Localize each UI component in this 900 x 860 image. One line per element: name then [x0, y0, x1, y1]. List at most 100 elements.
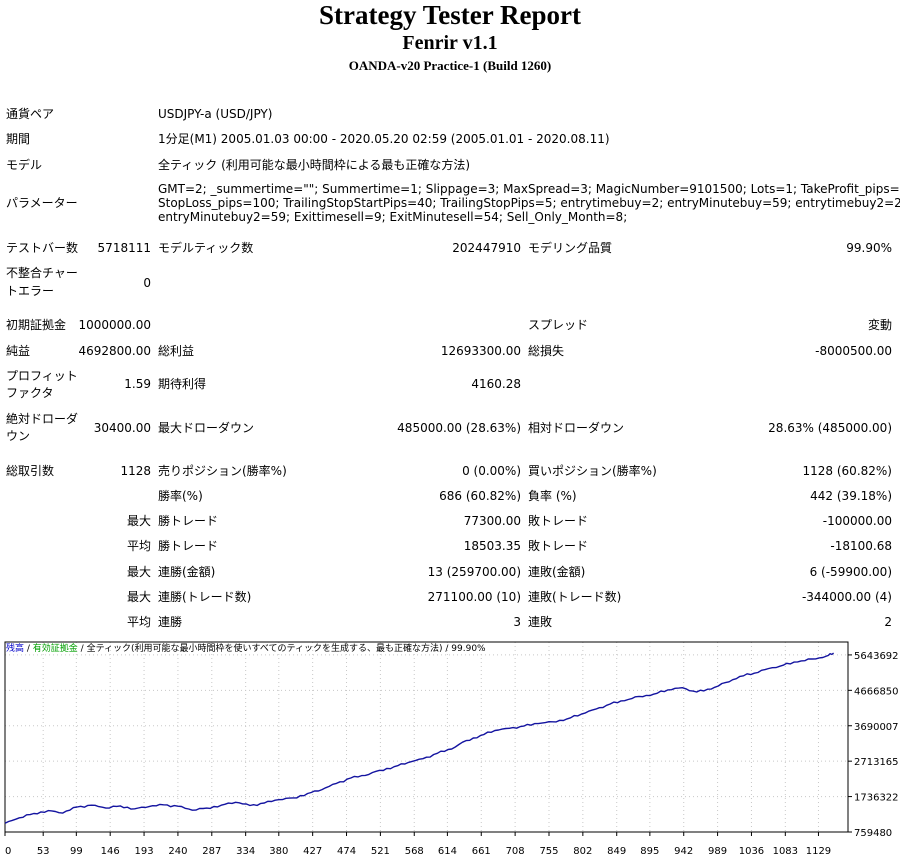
loss-rate-value: 442 (39.18%) [810, 489, 892, 503]
bars-value: 5718111 [97, 241, 151, 255]
quality-label: モデリング品質 [528, 241, 613, 255]
symbol-label: 通貨ペア [6, 107, 55, 121]
deposit-label: 初期証拠金 [6, 318, 67, 332]
profit-factor-label-1: プロフィット [6, 369, 78, 383]
max-cons-count-prefix: 最大 [126, 590, 151, 604]
max-cons-losses-value: 6 (-59900.00) [809, 565, 892, 579]
report-title: Strategy Tester Report [319, 0, 581, 30]
largest-win-label: 勝トレード [158, 514, 219, 528]
x-tick-label: 755 [539, 846, 558, 857]
long-positions-label: 買いポジション(勝率%) [528, 464, 657, 478]
avg-cons-wins-value: 3 [513, 615, 521, 629]
max-cons-wins-label: 連勝(金額) [158, 565, 216, 579]
profit-factor-label-2: ファクタ [6, 386, 54, 400]
params-line-1: GMT=2; _summertime=""; Summertime=1; Sli… [158, 182, 900, 196]
x-tick-label: 99 [70, 846, 83, 857]
largest-prefix: 最大 [126, 514, 151, 528]
max-cons-losses-label: 連敗(金額) [528, 565, 586, 579]
x-tick-label: 1036 [739, 846, 764, 857]
x-tick-label: 989 [708, 846, 727, 857]
max-cons-profit-value: 271100.00 (10) [427, 590, 521, 604]
short-positions-value: 0 (0.00%) [462, 464, 521, 478]
max-cons-profit-label: 連勝(トレード数) [158, 590, 252, 604]
x-tick-label: 146 [101, 846, 120, 857]
loss-rate-label: 負率 (%) [528, 489, 577, 503]
avg-win-value: 18503.35 [463, 539, 521, 553]
gross-profit-label: 総利益 [158, 344, 195, 358]
avg-cons-prefix: 平均 [126, 615, 151, 629]
max-cons-loss-value: -344000.00 (4) [801, 590, 892, 604]
balance-series-line [4, 652, 835, 824]
profit-factor-value: 1.59 [124, 377, 151, 391]
x-tick-label: 895 [640, 846, 659, 857]
abs-drawdown-label-2: ウン [6, 429, 31, 443]
legend-separator: / [24, 644, 33, 654]
rel-drawdown-label: 相対ドローダウン [528, 421, 625, 435]
chart-legend: 残高 / 有効証拠金 / 全ティック(利用可能な最小時間枠を使いすべてのティック… [6, 644, 486, 655]
params-line-2: StopLoss_pips=100; TrailingStopStartPips… [158, 196, 900, 210]
x-tick-label: 614 [438, 846, 457, 857]
plot-frame [4, 641, 849, 833]
x-tick-label: 193 [135, 846, 154, 857]
max-cons-loss-label: 連敗(トレード数) [528, 590, 622, 604]
ticks-label: モデルティック数 [158, 241, 254, 255]
deposit-value: 1000000.00 [78, 318, 151, 332]
largest-win-value: 77300.00 [463, 514, 521, 528]
spread-value: 変動 [867, 318, 892, 332]
model-value: 全ティック (利用可能な最小時間枠による最も正確な方法) [158, 158, 471, 172]
period-label: 期間 [6, 132, 31, 146]
net-profit-label: 純益 [6, 344, 31, 358]
y-tick-label: 759480 [854, 828, 892, 839]
x-tick-label: 334 [236, 846, 255, 857]
largest-loss-value: -100000.00 [822, 514, 892, 528]
legend-model: 全ティック(利用可能な最小時間枠を使いすべてのティックを生成する、最も正確な方法… [86, 644, 443, 654]
ea-name: Fenrir v1.1 [402, 32, 498, 54]
legend-quality: 99.90% [451, 644, 486, 654]
max-cons-prefix: 最大 [126, 565, 151, 579]
abs-drawdown-value: 30400.00 [93, 421, 151, 435]
total-trades-value: 1128 [120, 464, 151, 478]
x-tick-label: 1129 [806, 846, 831, 857]
x-tick-label: 849 [607, 846, 626, 857]
y-tick-label: 5643692 [854, 651, 898, 662]
x-tick-label: 53 [37, 846, 50, 857]
largest-loss-label: 敗トレード [528, 514, 589, 528]
avg-win-label: 勝トレード [158, 539, 219, 553]
y-tick-label: 3690007 [854, 722, 898, 733]
max-drawdown-value: 485000.00 (28.63%) [397, 421, 521, 435]
legend-equity: 有効証拠金 [32, 644, 78, 654]
total-trades-label: 総取引数 [6, 464, 55, 478]
x-tick-label: 661 [472, 846, 491, 857]
mismatch-label-1: 不整合チャー [6, 266, 78, 280]
y-tick-label: 1736322 [854, 793, 898, 804]
expected-payoff-label: 期待利得 [158, 377, 207, 391]
win-rate-value: 686 (60.82%) [439, 489, 521, 503]
average-prefix: 平均 [126, 539, 151, 553]
x-tick-label: 942 [674, 846, 693, 857]
long-positions-value: 1128 (60.82%) [802, 464, 892, 478]
balance-chart: 0 53 99 146 193 240 287 334 380 427 474 521 568 614 66… [4, 641, 898, 857]
x-tick-label: 474 [337, 846, 356, 857]
server-info: OANDA-v20 Practice-1 (Build 1260) [348, 58, 552, 73]
x-tick-label: 240 [168, 846, 187, 857]
max-cons-wins-value: 13 (259700.00) [427, 565, 521, 579]
model-label: モデル [6, 158, 43, 172]
avg-cons-losses-label: 連敗 [528, 615, 553, 629]
bars-label: テストバー数 [6, 241, 79, 255]
ticks-value: 202447910 [452, 241, 521, 255]
x-tick-label: 287 [202, 846, 221, 857]
avg-loss-value: -18100.68 [830, 539, 892, 553]
x-tick-label: 802 [573, 846, 592, 857]
mismatch-label-2: トエラー [6, 284, 55, 298]
params-line-3: entryMinutebuy2=59; Exittimesell=9; Exit… [158, 210, 628, 224]
period-value: 1分足(M1) 2005.01.03 00:00 - 2020.05.20 02… [158, 132, 610, 146]
rel-drawdown-value: 28.63% (485000.00) [768, 421, 892, 435]
x-tick-label: 427 [303, 846, 322, 857]
avg-cons-wins-label: 連勝 [158, 615, 183, 629]
gross-loss-label: 総損失 [528, 344, 565, 358]
x-tick-label: 568 [405, 846, 424, 857]
x-tick-label: 1083 [773, 846, 798, 857]
x-tick-label: 521 [371, 846, 390, 857]
mismatch-value: 0 [143, 276, 151, 290]
abs-drawdown-label-1: 絶対ドローダ [6, 412, 79, 426]
